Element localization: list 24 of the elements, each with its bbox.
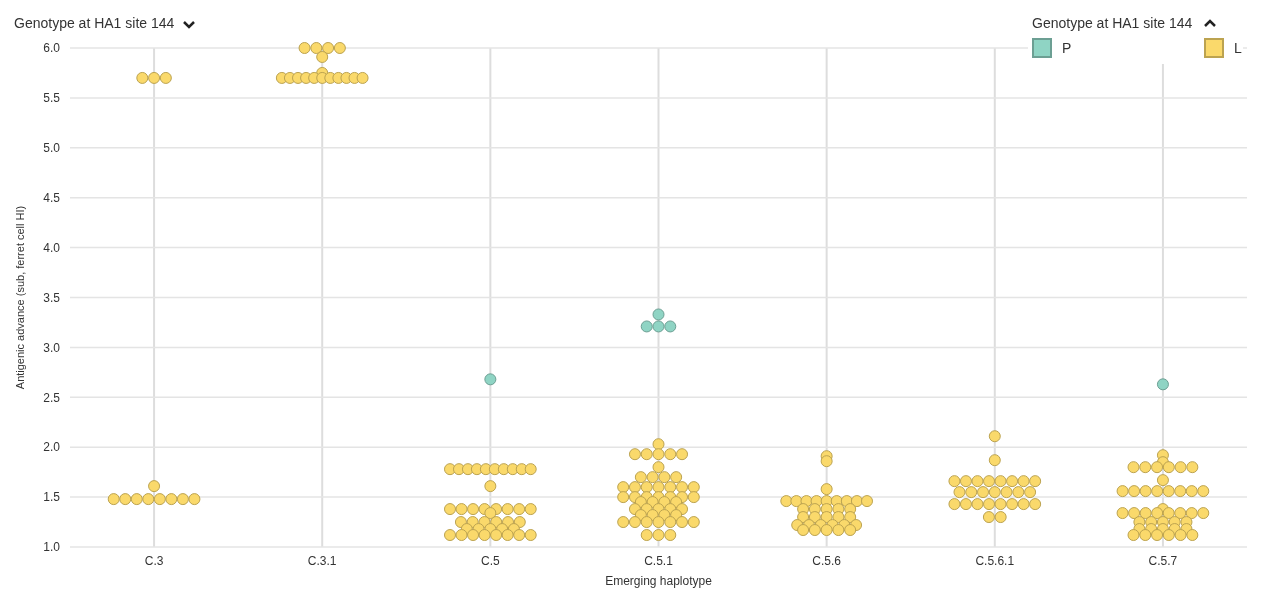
chart-title: Genotype at HA1 site 144	[14, 15, 175, 31]
x-axis-title: Emerging haplotype	[605, 574, 713, 588]
y-tick-label: 2.0	[43, 440, 61, 455]
x-tick-label: C.3	[144, 554, 164, 568]
x-tick-label: C.3.1	[307, 554, 337, 568]
x-tick-label: C.5	[481, 554, 501, 568]
x-tick-label: C.5.7	[1148, 554, 1178, 568]
y-tick-label: 4.0	[43, 240, 61, 255]
y-tick-label: 1.0	[43, 540, 61, 555]
y-axis-title: Antigenic advance (sub, ferret cell HI)	[14, 205, 26, 390]
y-tick-label: 4.5	[43, 190, 61, 205]
y-tick-label: 6.0	[43, 41, 61, 56]
x-tick-label: C.5.6.1	[975, 554, 1015, 568]
y-tick-label: 5.5	[43, 91, 61, 106]
legend-title: Genotype at HA1 site 144	[1032, 15, 1193, 31]
x-tick-label: C.5.1	[644, 554, 674, 568]
y-tick-label: 2.5	[43, 390, 61, 405]
x-tick-label: C.5.6	[812, 554, 842, 568]
y-tick-label: 5.0	[43, 141, 61, 155]
y-tick-label: 1.5	[43, 490, 61, 505]
y-tick-label: 3.0	[43, 340, 61, 355]
legend-label: P	[1062, 40, 1072, 56]
legend-label: L	[1234, 40, 1242, 56]
y-tick-label: 3.5	[43, 290, 61, 305]
